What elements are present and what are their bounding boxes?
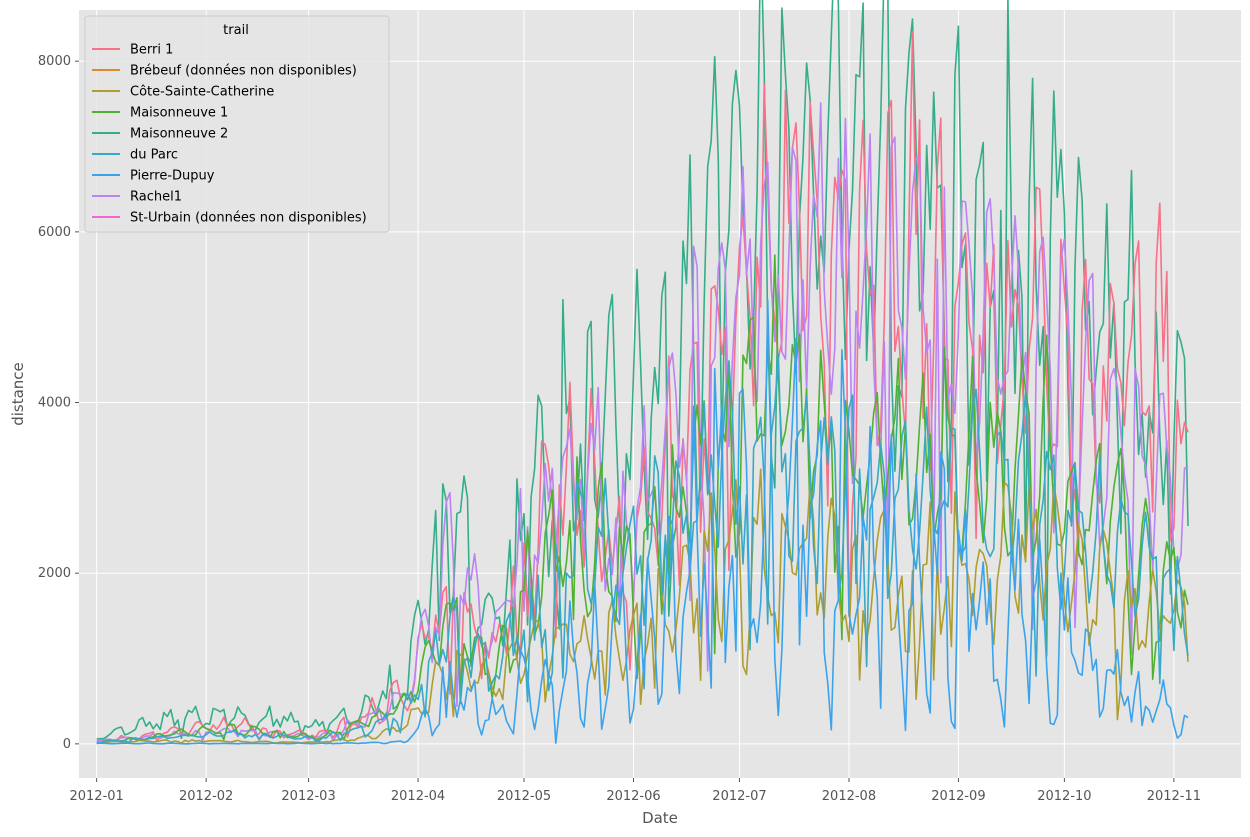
x-tick-label: 2012-05 xyxy=(497,789,551,804)
x-tick-label: 2012-07 xyxy=(712,789,766,804)
legend-label: St-Urbain (données non disponibles) xyxy=(130,211,367,226)
legend-label: Brébeuf (données non disponibles) xyxy=(130,64,357,79)
x-axis-label: Date xyxy=(642,809,678,827)
x-tick-label: 2012-04 xyxy=(391,789,445,804)
x-axis-ticks: 2012-01 2012-02 2012-03 2012-04 2012-05 2012-… xyxy=(69,778,1201,804)
legend-label: Berri 1 xyxy=(130,43,173,58)
series-line-6 xyxy=(96,299,1189,745)
y-tick-label: 8000 xyxy=(38,54,71,69)
legend-label: Pierre-Dupuy xyxy=(130,169,215,184)
x-tick-label: 2012-03 xyxy=(281,789,335,804)
x-tick-label: 2012-11 xyxy=(1147,789,1201,804)
series-line-7 xyxy=(96,102,1189,743)
x-tick-label: 2012-01 xyxy=(69,789,123,804)
series-line-4 xyxy=(96,0,1189,740)
y-axis-ticks: 0 2000 4000 6000 8000 xyxy=(38,54,79,752)
series-line-2 xyxy=(96,468,1189,744)
y-axis-label: distance xyxy=(9,362,27,426)
legend-label: Côte-Sainte-Catherine xyxy=(130,85,274,100)
y-tick-label: 6000 xyxy=(38,225,71,240)
legend-items: Berri 1 Brébeuf (données non disponibles)… xyxy=(92,43,367,226)
legend-label: du Parc xyxy=(130,148,178,163)
series-line-5 xyxy=(96,353,1189,744)
legend-title: trail xyxy=(223,23,249,38)
series-line-0 xyxy=(96,30,1189,743)
series-lines xyxy=(96,0,1189,745)
legend-label: Maisonneuve 1 xyxy=(130,106,228,121)
y-tick-label: 4000 xyxy=(38,396,71,411)
x-tick-label: 2012-09 xyxy=(931,789,985,804)
legend: trail Berri 1 Brébeuf (données non dispon… xyxy=(84,15,390,233)
x-tick-label: 2012-10 xyxy=(1037,789,1091,804)
y-tick-label: 0 xyxy=(63,737,71,752)
y-tick-label: 2000 xyxy=(38,566,71,581)
x-tick-label: 2012-02 xyxy=(179,789,233,804)
legend-label: Rachel1 xyxy=(130,190,182,205)
x-tick-label: 2012-08 xyxy=(822,789,876,804)
x-tick-label: 2012-06 xyxy=(606,789,660,804)
legend-box xyxy=(84,15,390,233)
legend-label: Maisonneuve 2 xyxy=(130,127,228,142)
